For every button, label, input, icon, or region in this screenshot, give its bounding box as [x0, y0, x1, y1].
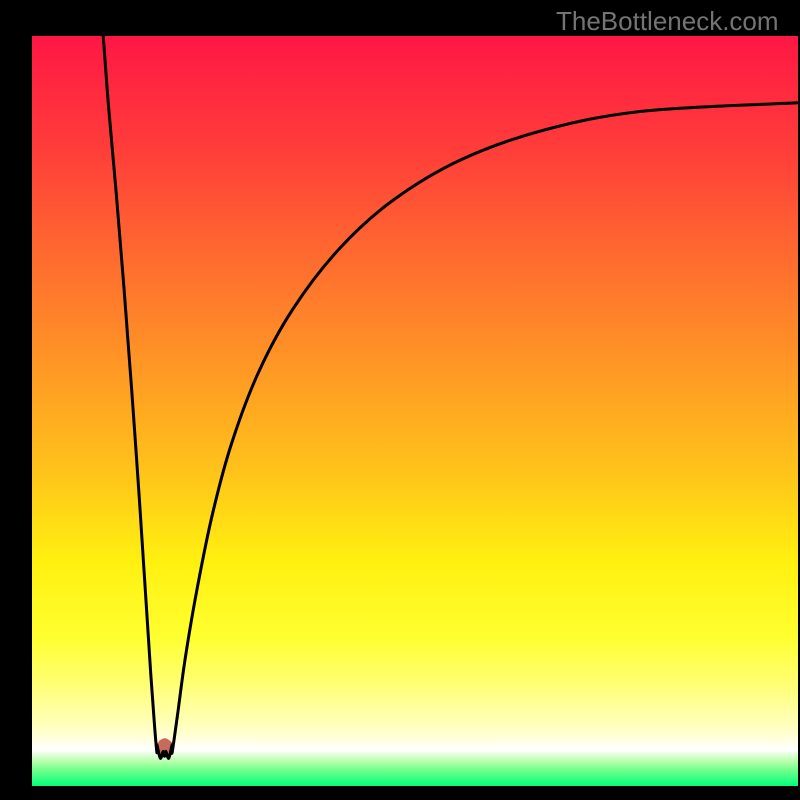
chart-container: TheBottleneck.com [0, 0, 800, 800]
plot-area [32, 36, 798, 786]
frame-left [0, 0, 32, 800]
frame-bottom [0, 786, 800, 800]
plot-svg [32, 36, 798, 786]
gradient-background [32, 36, 798, 786]
watermark-text: TheBottleneck.com [556, 6, 779, 37]
